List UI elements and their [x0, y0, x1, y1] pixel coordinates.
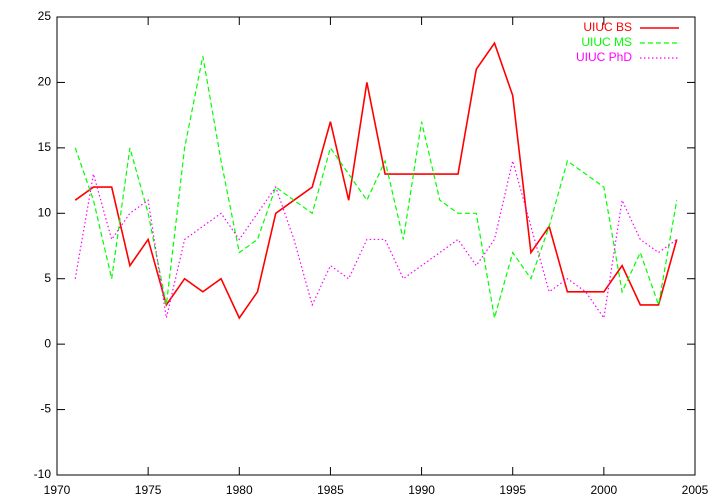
x-tick-label: 1980	[226, 483, 253, 497]
x-tick-label: 1975	[135, 483, 162, 497]
y-tick-label: 0	[44, 336, 51, 350]
y-tick-label: -5	[40, 402, 51, 416]
x-tick-label: 1985	[317, 483, 344, 497]
plot-frame	[56, 16, 696, 476]
series-line	[74, 160, 678, 320]
x-tick-label: 2000	[591, 483, 618, 497]
y-tick-label: 5	[44, 271, 51, 285]
y-tick-label: 20	[38, 75, 52, 89]
legend-label: UIUC BS	[583, 20, 632, 34]
series-line	[74, 41, 678, 320]
legend-label: UIUC PhD	[576, 50, 632, 64]
y-tick-label: 25	[38, 9, 52, 23]
y-tick-label: 15	[38, 140, 52, 154]
x-tick-label: 1970	[44, 483, 71, 497]
legend-label: UIUC MS	[581, 35, 632, 49]
y-tick-label: -10	[34, 467, 52, 481]
y-tick-label: 10	[38, 205, 52, 219]
x-tick-label: 2005	[682, 483, 709, 497]
x-tick-label: 1995	[499, 483, 526, 497]
x-tick-label: 1990	[408, 483, 435, 497]
series-line	[74, 56, 678, 319]
